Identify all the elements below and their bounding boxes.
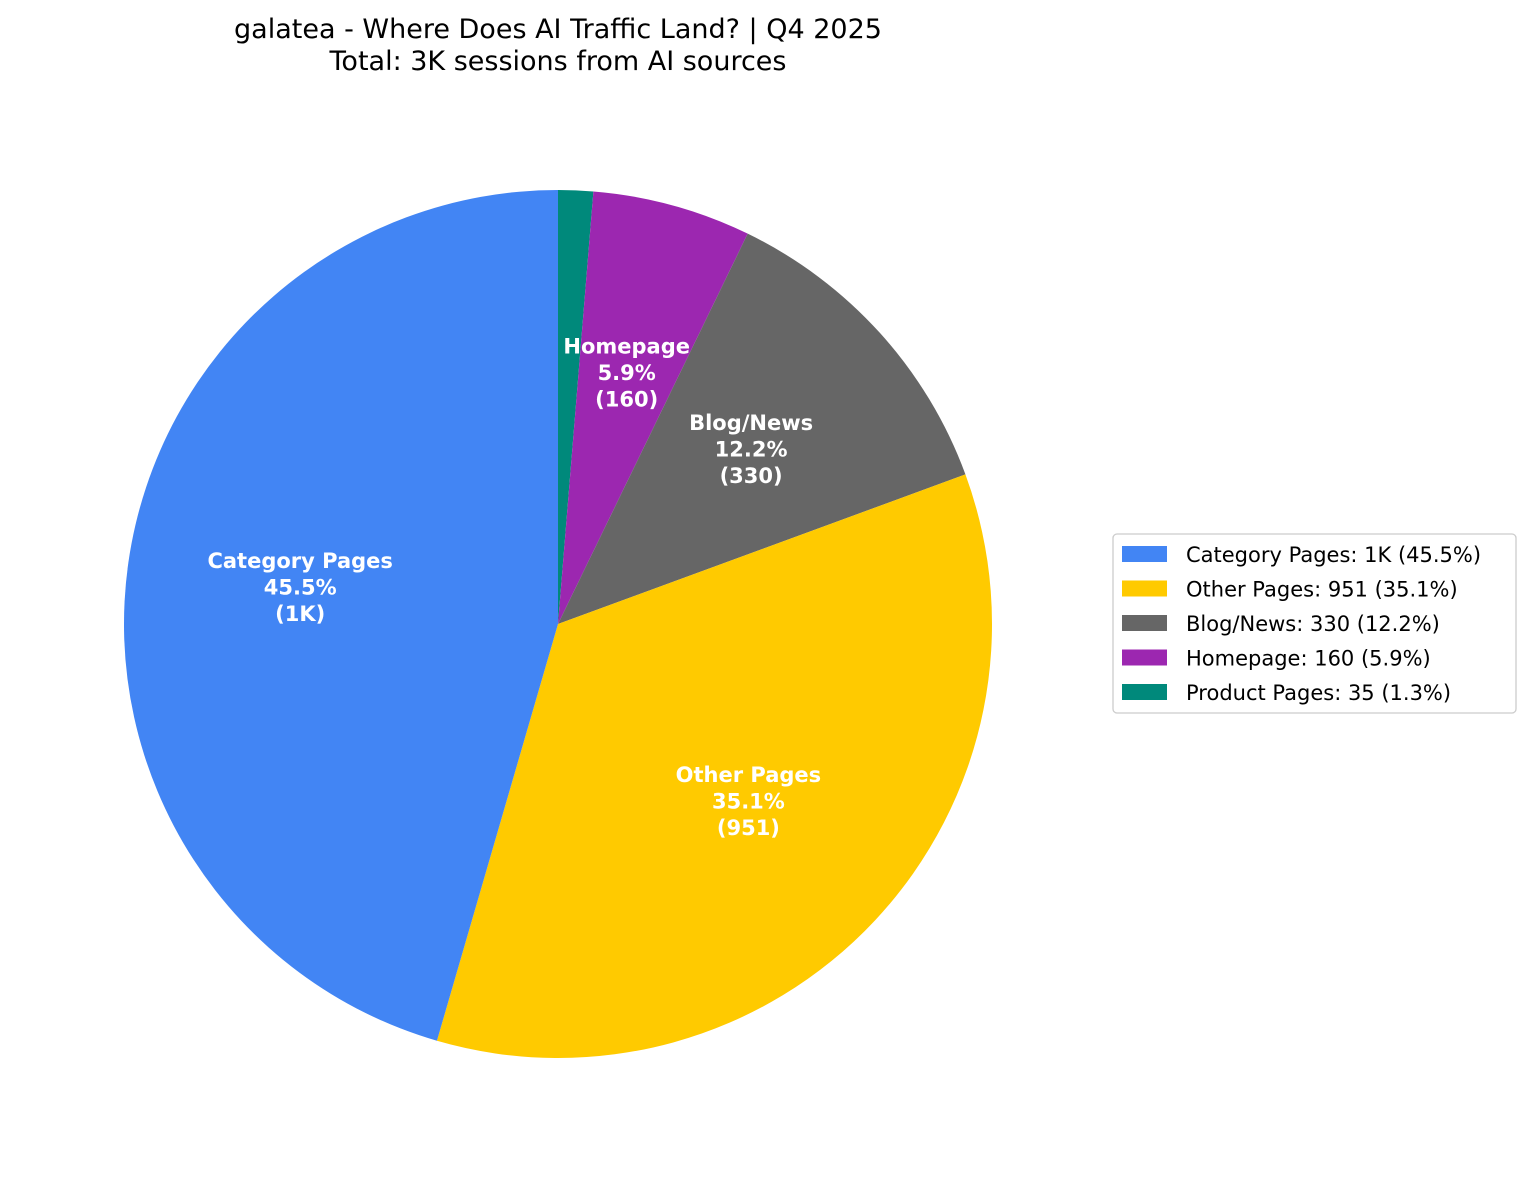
legend-swatch-homepage xyxy=(1122,649,1167,666)
pie-slice-category-pages xyxy=(123,189,558,1041)
legend-items: Category Pages: 1K (45.5%) Other Pages: 9… xyxy=(1122,543,1481,705)
legend-label-other-pages: Other Pages: 951 (35.1%) xyxy=(1186,578,1458,602)
legend-label-homepage: Homepage: 160 (5.9%) xyxy=(1186,647,1431,671)
slice-label-line: 45.5% xyxy=(264,575,337,599)
slice-label-other-pages: Other Pages 35.1% (951) xyxy=(676,763,822,840)
pie-slice-blog-news xyxy=(558,233,966,624)
legend-swatch-blog-news xyxy=(1122,615,1167,631)
legend-label-category-pages: Category Pages: 1K (45.5%) xyxy=(1186,543,1481,567)
legend-label-blog-news: Blog/News: 330 (12.2%) xyxy=(1186,612,1440,636)
legend-label-product-pages: Product Pages: 35 (1.3%) xyxy=(1186,681,1451,705)
slice-label-line: Category Pages xyxy=(207,549,392,573)
pie-slice-product-pages xyxy=(558,190,594,624)
slice-label-line: 35.1% xyxy=(712,790,785,814)
legend-swatch-other-pages xyxy=(1122,580,1167,597)
pie-slice-other-pages xyxy=(436,474,993,1059)
slice-label-line: 12.2% xyxy=(715,437,788,461)
legend-swatch-category-pages xyxy=(1122,546,1167,562)
slice-label-line: (951) xyxy=(717,816,780,840)
slice-label-line: Other Pages xyxy=(676,763,822,787)
pie-slices xyxy=(123,189,993,1059)
pie-slice-labels: Homepage 5.9% (160) Blog/News 12.2% (330) Othe… xyxy=(207,334,821,840)
slice-label-line: Homepage xyxy=(563,334,690,358)
pie-slice-homepage xyxy=(558,191,748,624)
chart-title: galatea - Where Does AI Traffic Land? | … xyxy=(234,14,882,45)
slice-label-line: (1K) xyxy=(275,602,325,626)
slice-label-homepage: Homepage 5.9% (160) xyxy=(563,334,690,411)
legend: Category Pages: 1K (45.5%) Other Pages: 9… xyxy=(1112,533,1517,714)
legend-frame xyxy=(1112,533,1517,714)
slice-label-line: (160) xyxy=(595,387,658,411)
slice-label-blog-news: Blog/News 12.2% (330) xyxy=(689,411,813,488)
legend-swatch-product-pages xyxy=(1122,684,1167,700)
slice-label-line: Blog/News xyxy=(689,411,813,435)
slice-label-line: 5.9% xyxy=(598,361,656,385)
chart-subtitle: Total: 3K sessions from AI sources xyxy=(329,46,787,77)
slice-label-line: (330) xyxy=(720,464,783,488)
slice-label-category-pages: Category Pages 45.5% (1K) xyxy=(207,549,392,626)
